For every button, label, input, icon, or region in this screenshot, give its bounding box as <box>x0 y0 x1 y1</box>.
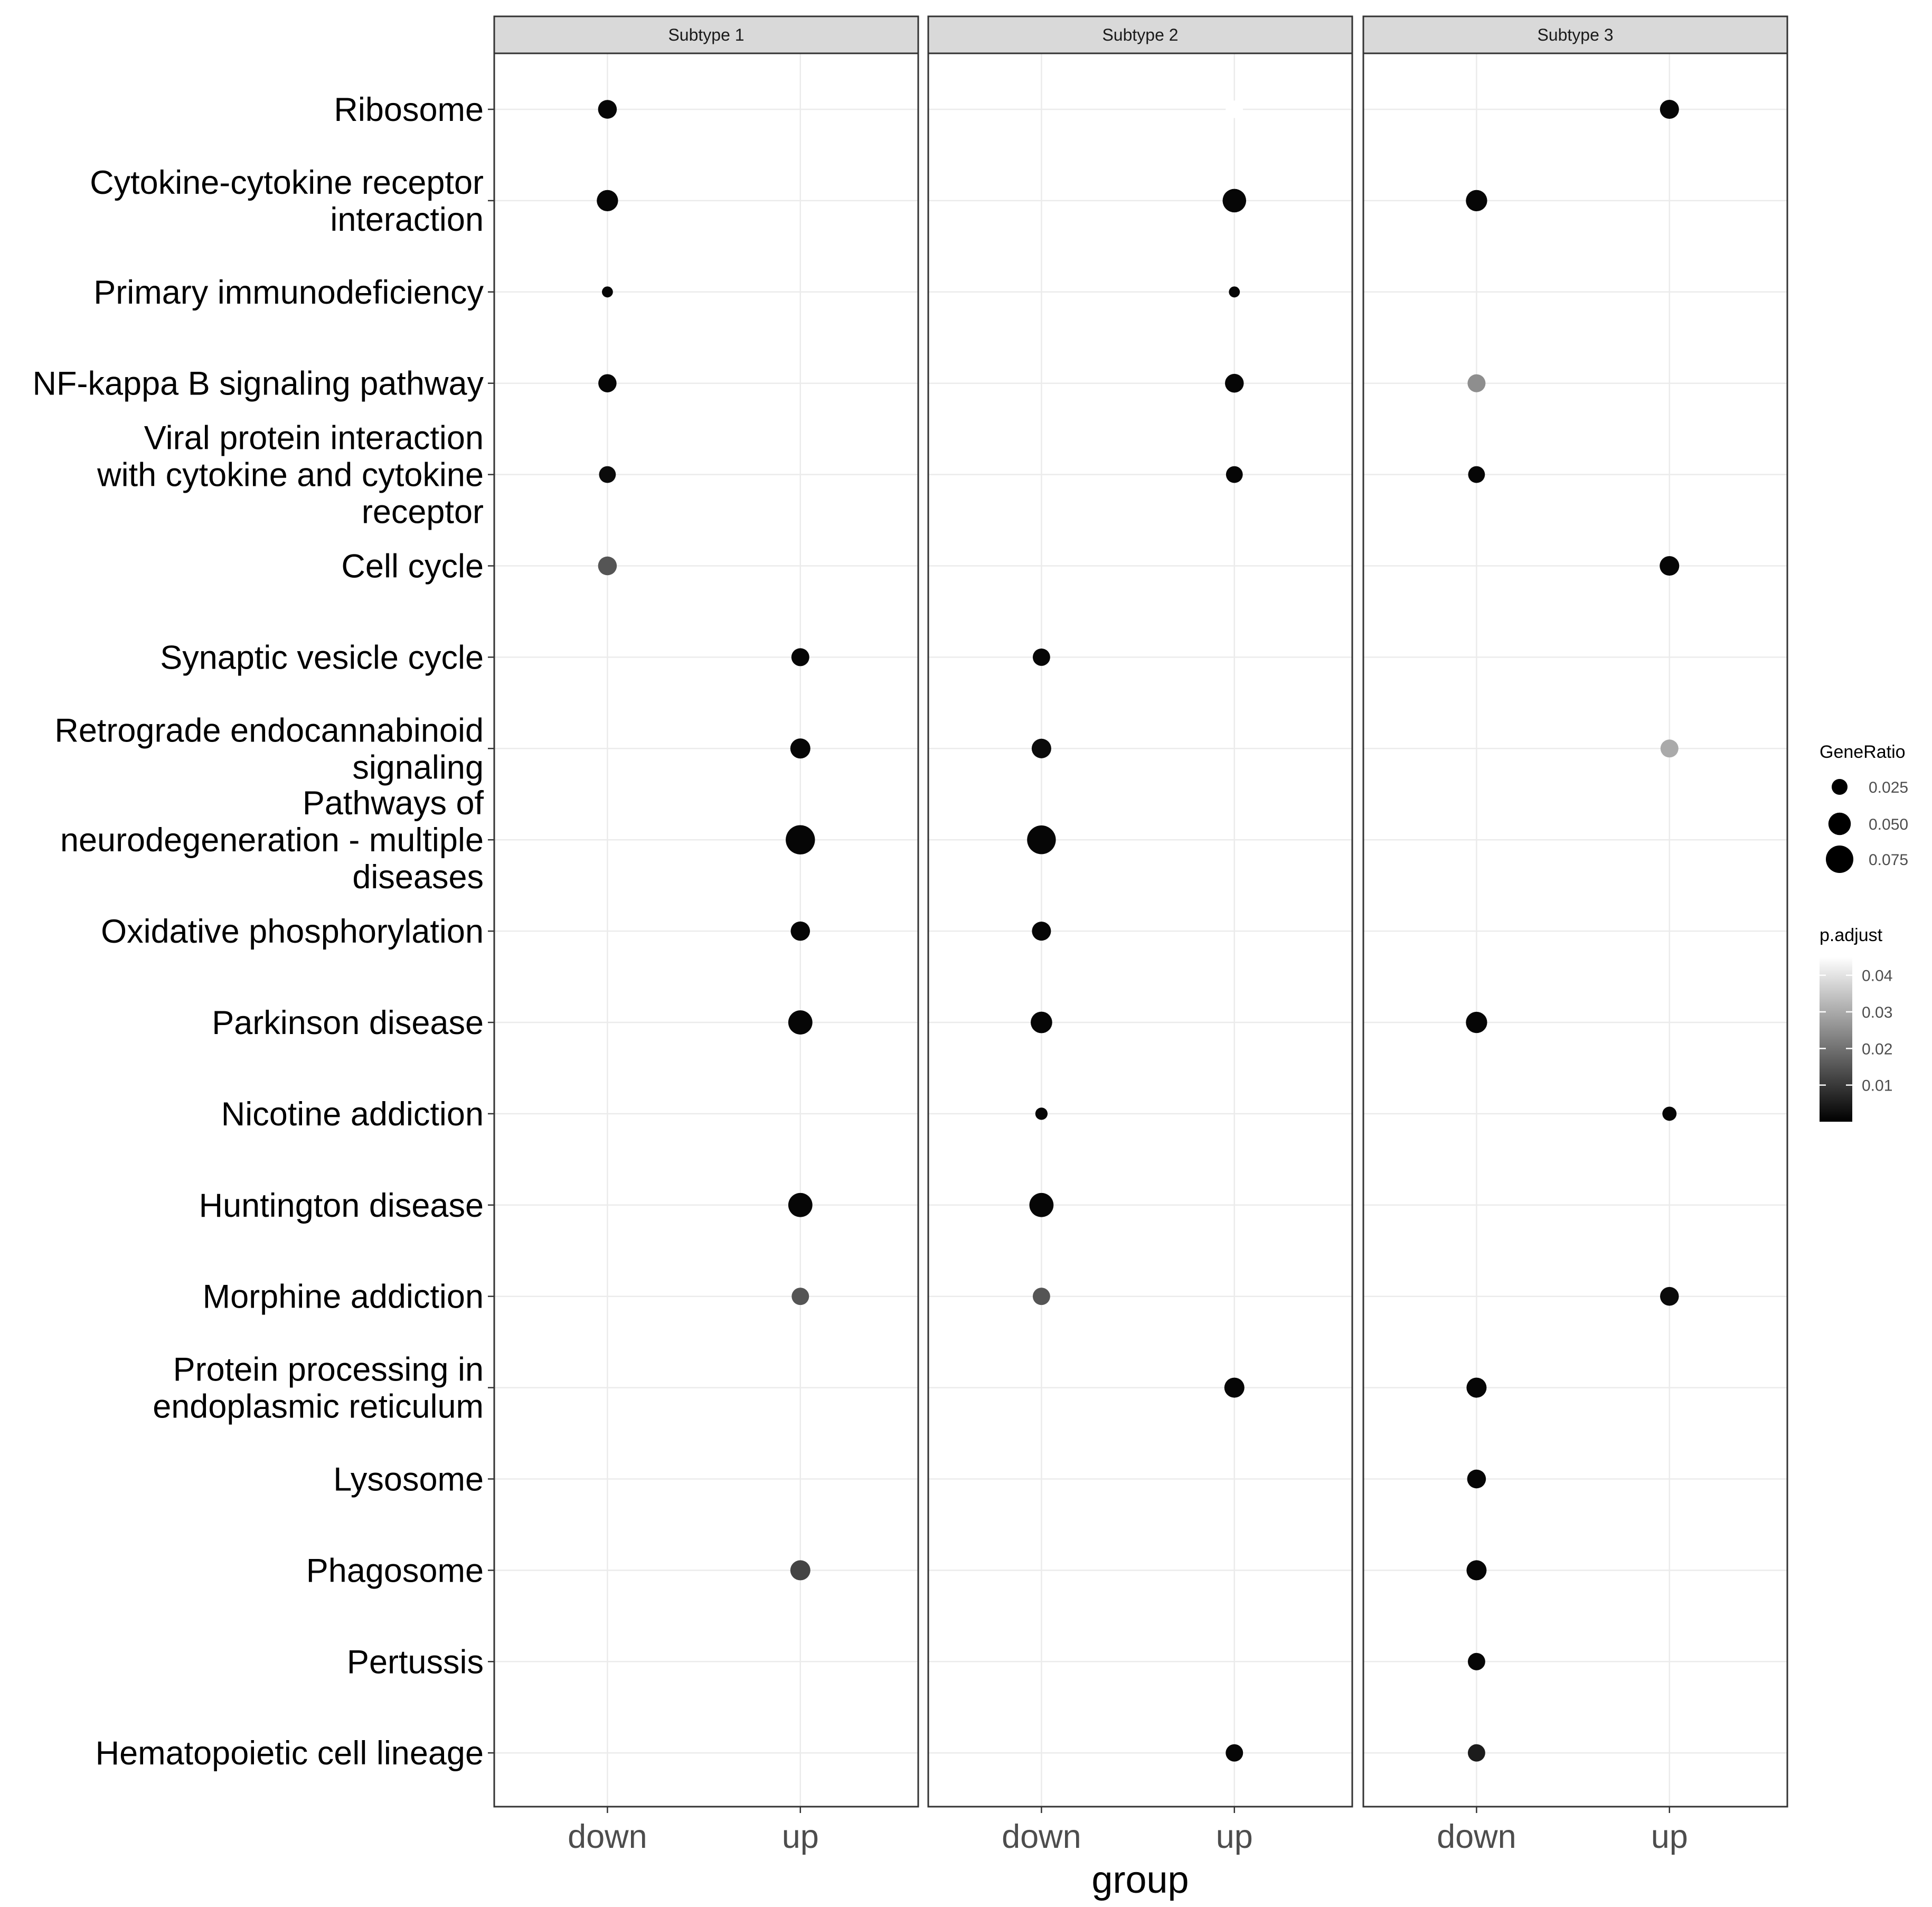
data-point <box>597 190 618 212</box>
panel-background <box>1363 53 1787 1807</box>
term-label: Pathways of neurodegeneration - multiple d… <box>60 785 484 896</box>
legend-size-label: 0.050 <box>1869 816 1908 833</box>
x-tick-label: up <box>1651 1818 1688 1855</box>
data-point <box>1224 1377 1245 1398</box>
term-label: Hematopoietic cell lineage <box>96 1735 484 1772</box>
data-point <box>1032 1288 1050 1305</box>
data-point <box>1466 1560 1487 1581</box>
y-axis: Ribosome Cytokine-cytokine receptor intera… <box>33 91 494 1772</box>
data-point <box>601 286 613 298</box>
data-point <box>1027 825 1056 854</box>
term-label: Huntington disease <box>199 1187 484 1224</box>
data-point <box>599 466 616 483</box>
x-tick-label: down <box>1002 1818 1081 1855</box>
data-point <box>1467 1744 1485 1762</box>
facet-strip <box>1362 15 1788 54</box>
term-label: Morphine addiction <box>203 1279 484 1316</box>
data-point <box>791 648 809 666</box>
legend-gene-ratio: GeneRatio 0.025 0.050 0.075 <box>1820 742 1908 873</box>
term-label: Cell cycle <box>341 548 484 585</box>
data-point <box>788 1192 813 1217</box>
legend-p-adjust-title: p.adjust <box>1820 925 1883 945</box>
x-axis-title: group <box>1091 1859 1189 1901</box>
data-point <box>1466 1377 1487 1398</box>
term-label: NF-kappa B signaling pathway <box>33 365 484 402</box>
facet-strip <box>927 15 1353 54</box>
facet-panels <box>493 52 1788 1808</box>
data-point <box>1467 1469 1486 1489</box>
term-label: Pertussis <box>347 1643 484 1680</box>
term-label: Lysosome <box>333 1461 484 1498</box>
data-point <box>1226 466 1243 483</box>
data-point <box>1029 1192 1054 1217</box>
data-point <box>1466 1011 1487 1034</box>
data-point <box>791 1288 809 1305</box>
legend-colorbar-label: 0.01 <box>1862 1077 1892 1095</box>
facet-strip-label: Subtype 1 <box>668 25 744 44</box>
term-label: Protein processing in endoplasmic reticul… <box>153 1351 484 1425</box>
data-point <box>1031 738 1051 758</box>
term-label: Parkinson disease <box>212 1004 484 1041</box>
facet-strip <box>493 15 919 54</box>
data-point <box>1662 1106 1677 1121</box>
x-axis: down up down up down up <box>568 1807 1688 1855</box>
data-point <box>598 374 617 392</box>
term-label: Phagosome <box>306 1552 484 1589</box>
term-label: Nicotine addiction <box>221 1096 484 1133</box>
term-label: Oxidative phosphorylation <box>101 913 484 950</box>
data-point <box>790 1560 811 1581</box>
facet-strip-label: Subtype 2 <box>1102 25 1178 44</box>
data-point <box>1660 99 1679 119</box>
x-tick-label: up <box>782 1818 819 1855</box>
facet-strip-label: Subtype 3 <box>1537 25 1613 44</box>
legend-colorbar-label: 0.04 <box>1862 967 1892 985</box>
legend-colorbar-label: 0.03 <box>1862 1004 1892 1021</box>
data-point <box>1660 556 1680 576</box>
panel-background <box>494 53 918 1807</box>
data-point <box>790 738 811 759</box>
data-point <box>1035 1107 1048 1120</box>
data-point <box>1226 100 1243 118</box>
legend-size-label: 0.025 <box>1869 779 1908 796</box>
x-tick-label: up <box>1216 1818 1253 1855</box>
data-point <box>1031 1011 1052 1034</box>
legend-colorbar-label: 0.02 <box>1862 1040 1892 1058</box>
legend-size-label: 0.075 <box>1869 851 1908 869</box>
data-point <box>1660 1286 1679 1306</box>
data-point <box>1226 1744 1243 1762</box>
term-label: Ribosome <box>334 91 484 128</box>
data-point <box>1660 739 1679 758</box>
x-tick-label: down <box>568 1818 647 1855</box>
data-point <box>1466 190 1487 212</box>
legend-size-key <box>1825 845 1854 873</box>
data-point <box>1032 648 1050 666</box>
data-points <box>597 99 1680 1762</box>
legend-p-adjust: p.adjust 0.01 0.02 0.03 0.04 <box>1820 925 1892 1122</box>
data-point <box>786 825 815 854</box>
term-label: Viral protein interaction with cytokine a… <box>97 420 484 531</box>
data-point <box>790 921 811 941</box>
data-point <box>1222 189 1247 213</box>
data-point <box>788 1010 813 1035</box>
data-point <box>1468 466 1485 483</box>
term-label: Primary immunodeficiency <box>93 274 484 311</box>
legend-size-key <box>1828 812 1851 835</box>
data-point <box>598 100 617 119</box>
legend-gene-ratio-title: GeneRatio <box>1820 742 1906 762</box>
data-point <box>1467 1652 1485 1670</box>
data-point <box>1224 373 1244 393</box>
data-point <box>598 556 617 576</box>
data-point <box>1229 286 1240 298</box>
term-label: Cytokine-cytokine receptor interaction <box>90 164 484 238</box>
data-point <box>1467 374 1486 392</box>
legend-colorbar <box>1820 957 1852 1122</box>
data-point <box>1032 922 1051 941</box>
term-label: Synaptic vesicle cycle <box>160 639 484 676</box>
legend-size-key <box>1831 778 1848 795</box>
facet-strips: Subtype 1 Subtype 2 Subtype 3 <box>493 15 1788 54</box>
term-label: Retrograde endocannabinoid signaling <box>54 712 484 786</box>
panel-background <box>928 53 1352 1807</box>
x-tick-label: down <box>1437 1818 1516 1855</box>
